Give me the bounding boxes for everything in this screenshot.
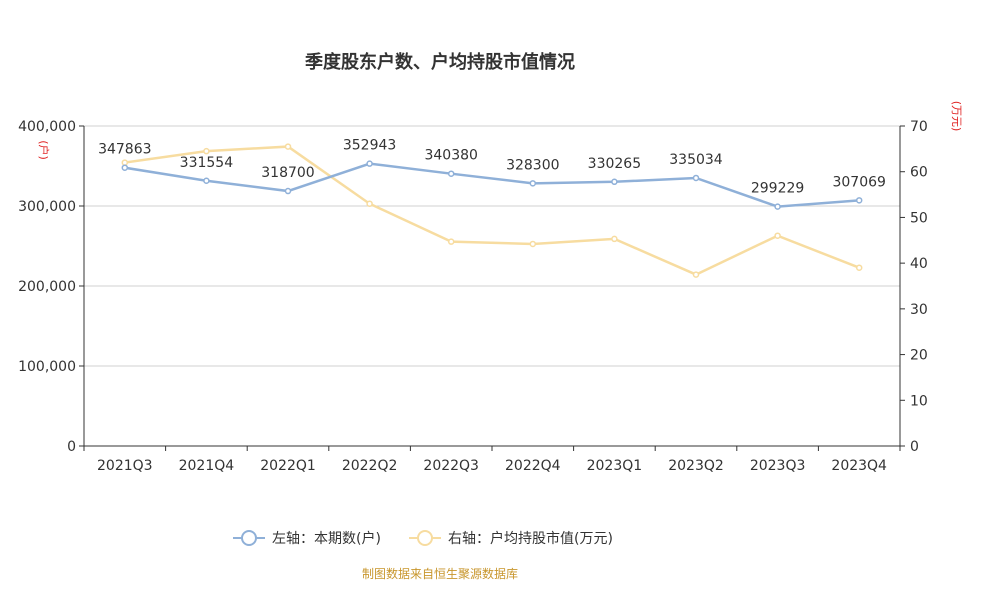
legend-circle-icon <box>241 530 257 546</box>
x-tick-label: 2022Q3 <box>423 458 479 474</box>
data-label: 335034 <box>669 152 723 168</box>
left-tick-label: 0 <box>67 439 76 455</box>
x-tick-label: 2023Q2 <box>668 458 724 474</box>
series-point <box>855 264 863 271</box>
right-tick-label: 0 <box>910 439 919 455</box>
series-line <box>124 162 860 208</box>
right-tick-label: 10 <box>910 393 928 409</box>
right-tick-label: 30 <box>910 302 928 318</box>
series-point <box>366 200 373 207</box>
data-label: 330265 <box>588 156 641 172</box>
series-avg-holding-value <box>121 143 863 278</box>
grid-lines <box>84 125 900 367</box>
x-axis-ticks: 2021Q3 2021Q4 2022Q1 2022Q2 2022Q3 2022Q4 2023… <box>83 446 901 474</box>
right-tick-label: 70 <box>910 119 928 135</box>
series-point <box>611 178 618 186</box>
series-line <box>124 145 860 276</box>
data-label: 331554 <box>180 155 234 171</box>
right-tick-label: 60 <box>910 165 928 181</box>
left-tick-label: 200,000 <box>18 279 76 295</box>
series-point <box>529 240 537 248</box>
series-point <box>529 180 537 187</box>
left-tick-label: 100,000 <box>18 359 76 375</box>
x-tick-label: 2023Q1 <box>587 458 643 474</box>
right-tick-label: 50 <box>910 210 928 226</box>
data-label: 328300 <box>506 157 559 173</box>
data-label: 347863 <box>98 142 151 158</box>
data-label: 307069 <box>832 174 885 190</box>
series-point <box>774 232 781 239</box>
series-point <box>121 164 129 171</box>
data-label: 318700 <box>261 165 314 181</box>
x-tick-label: 2022Q4 <box>505 458 561 474</box>
series-point <box>366 160 373 167</box>
data-labels: 347863 331554 318700 352943 340380 328300 3302… <box>98 138 886 197</box>
x-tick-label: 2021Q4 <box>179 458 235 474</box>
data-label: 352943 <box>343 138 396 154</box>
legend-circle-icon <box>417 530 433 546</box>
series-point <box>611 235 618 243</box>
x-tick-label: 2023Q3 <box>750 458 806 474</box>
left-tick-label: 400,000 <box>18 119 76 135</box>
series-point <box>447 238 455 245</box>
legend-label: 左轴：本期数(户) <box>272 530 381 547</box>
series-shareholder-count <box>121 160 863 210</box>
data-label: 340380 <box>424 148 477 164</box>
series-point <box>284 143 292 150</box>
series-point <box>692 271 700 278</box>
left-axis-ticks: 0 100,000 200,000 300,000 400,000 <box>18 119 84 455</box>
legend-label: 右轴：户均持股市值(万元) <box>448 530 613 547</box>
left-axis-unit: (户) <box>37 140 51 160</box>
x-tick-label: 2023Q4 <box>831 458 887 474</box>
series-point <box>855 197 863 204</box>
chart-title: 季度股东户数、户均持股市值情况 <box>305 51 575 73</box>
series-point <box>447 170 455 177</box>
data-label: 299229 <box>751 181 804 197</box>
legend[interactable]: 左轴：本期数(户) 右轴：户均持股市值(万元) <box>233 530 613 547</box>
series-point <box>203 177 210 185</box>
right-tick-label: 20 <box>910 348 928 364</box>
legend-item-shareholder-count[interactable]: 左轴：本期数(户) <box>233 530 381 547</box>
series-point <box>692 174 700 182</box>
series-point <box>774 203 781 210</box>
right-axis-ticks: 0 10 20 30 40 50 60 70 <box>900 119 928 455</box>
x-tick-label: 2021Q3 <box>97 458 153 474</box>
left-tick-label: 300,000 <box>18 199 76 215</box>
right-axis-unit: (万元) <box>950 101 963 132</box>
series-point <box>121 159 129 166</box>
data-source-note: 制图数据来自恒生聚源数据库 <box>362 566 518 581</box>
series-point <box>284 187 292 195</box>
series-point <box>203 147 210 155</box>
right-tick-label: 40 <box>910 256 928 272</box>
x-tick-label: 2022Q1 <box>260 458 316 474</box>
legend-item-avg-holding-value[interactable]: 右轴：户均持股市值(万元) <box>409 530 613 547</box>
x-tick-label: 2022Q2 <box>342 458 398 474</box>
